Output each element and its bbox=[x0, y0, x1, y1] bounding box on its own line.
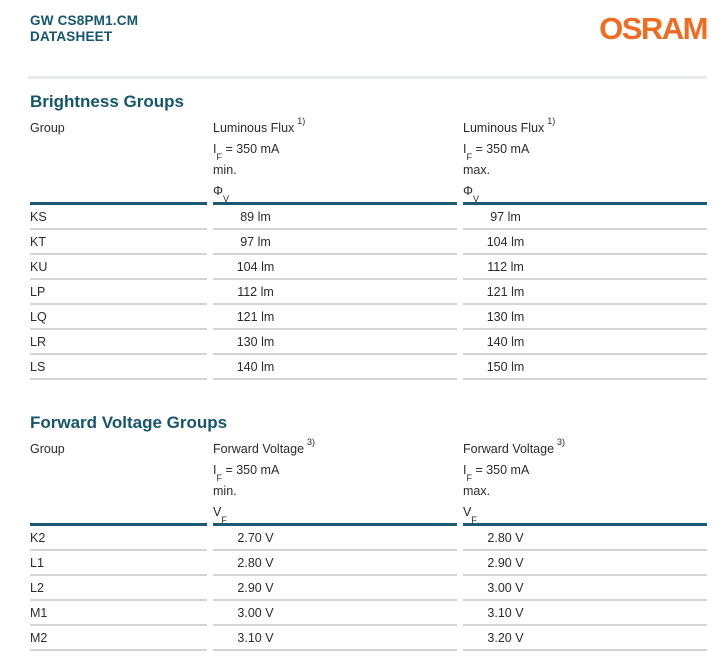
doc-type-label: DATASHEET bbox=[30, 29, 113, 44]
table-row: K2 2.70 V 2.80 V bbox=[30, 526, 707, 551]
group-cell: KU bbox=[30, 255, 207, 280]
min-value-cell: 121 lm bbox=[213, 305, 457, 330]
min-value-cell: 89 lm bbox=[213, 205, 457, 230]
max-value-cell: 104 lm bbox=[463, 230, 707, 255]
column-name: Forward Voltage bbox=[463, 442, 555, 456]
max-value-cell: 140 lm bbox=[463, 330, 707, 355]
luminous-flux-min-column-header: Luminous Flux1) IF = 350 mA min. ΦV bbox=[213, 115, 457, 205]
min-value-cell: 140 lm bbox=[213, 355, 457, 380]
group-cell: LR bbox=[30, 330, 207, 355]
luminous-flux-max-column-header: Luminous Flux1) IF = 350 mA max. ΦV bbox=[463, 115, 707, 205]
test-condition: IF = 350 mA bbox=[213, 463, 280, 483]
table-row: KU 104 lm 112 lm bbox=[30, 255, 707, 280]
brightness-groups-section: Brightness Groups Group Luminous Flux1) … bbox=[30, 92, 707, 380]
max-value-cell: 3.00 V bbox=[463, 576, 707, 601]
forward-voltage-table-header: Group Forward Voltage3) IF = 350 mA min.… bbox=[30, 436, 707, 526]
group-cell: LP bbox=[30, 280, 207, 305]
test-condition: IF = 350 mA bbox=[213, 142, 280, 162]
table-row: M2 3.10 V 3.20 V bbox=[30, 626, 707, 651]
min-value-cell: 130 lm bbox=[213, 330, 457, 355]
table-row: LR 130 lm 140 lm bbox=[30, 330, 707, 355]
min-value-cell: 97 lm bbox=[213, 230, 457, 255]
quantity-symbol: VF bbox=[213, 505, 227, 525]
group-cell: LQ bbox=[30, 305, 207, 330]
min-value-cell: 3.00 V bbox=[213, 601, 457, 626]
page-header: GW CS8PM1.CM DATASHEET OSRAM bbox=[30, 11, 708, 46]
forward-voltage-groups-section: Forward Voltage Groups Group Forward Vol… bbox=[30, 413, 707, 651]
table-row: L1 2.80 V 2.90 V bbox=[30, 551, 707, 576]
group-cell: KS bbox=[30, 205, 207, 230]
bound-label: min. bbox=[213, 484, 237, 498]
test-condition: IF = 350 mA bbox=[463, 463, 530, 483]
quantity-symbol: VF bbox=[463, 505, 477, 525]
footnote-marker: 3) bbox=[307, 436, 316, 447]
max-value-cell: 130 lm bbox=[463, 305, 707, 330]
table-row: KS 89 lm 97 lm bbox=[30, 205, 707, 230]
max-value-cell: 3.10 V bbox=[463, 601, 707, 626]
table-row: L2 2.90 V 3.00 V bbox=[30, 576, 707, 601]
forward-voltage-min-column-header: Forward Voltage3) IF = 350 mA min. VF bbox=[213, 436, 457, 526]
datasheet-page: GW CS8PM1.CM DATASHEET OSRAM Brightness … bbox=[28, 11, 708, 651]
test-condition: IF = 350 mA bbox=[463, 142, 530, 162]
column-name: Forward Voltage bbox=[213, 442, 305, 456]
forward-voltage-max-column-header: Forward Voltage3) IF = 350 mA max. VF bbox=[463, 436, 707, 526]
max-value-cell: 97 lm bbox=[463, 205, 707, 230]
group-column-header: Group bbox=[30, 118, 207, 205]
table-row: KT 97 lm 104 lm bbox=[30, 230, 707, 255]
footnote-marker: 1) bbox=[547, 115, 556, 126]
min-value-cell: 104 lm bbox=[213, 255, 457, 280]
min-value-cell: 2.80 V bbox=[213, 551, 457, 576]
header-divider bbox=[28, 76, 707, 79]
product-block: GW CS8PM1.CM DATASHEET bbox=[30, 13, 138, 45]
group-column-header: Group bbox=[30, 439, 207, 526]
table-row: LS 140 lm 150 lm bbox=[30, 355, 707, 380]
table-row: LP 112 lm 121 lm bbox=[30, 280, 707, 305]
group-cell: L1 bbox=[30, 551, 207, 576]
max-value-cell: 2.80 V bbox=[463, 526, 707, 551]
brightness-table-header: Group Luminous Flux1) IF = 350 mA min. Φ… bbox=[30, 115, 707, 205]
osram-logo: OSRAM bbox=[599, 11, 708, 46]
footnote-marker: 1) bbox=[297, 115, 306, 126]
brightness-section-title: Brightness Groups bbox=[30, 92, 184, 111]
max-value-cell: 121 lm bbox=[463, 280, 707, 305]
quantity-symbol: ΦV bbox=[463, 184, 479, 204]
max-value-cell: 2.90 V bbox=[463, 551, 707, 576]
group-cell: LS bbox=[30, 355, 207, 380]
min-value-cell: 2.70 V bbox=[213, 526, 457, 551]
group-cell: K2 bbox=[30, 526, 207, 551]
forward-voltage-section-title: Forward Voltage Groups bbox=[30, 413, 228, 432]
max-value-cell: 150 lm bbox=[463, 355, 707, 380]
min-value-cell: 112 lm bbox=[213, 280, 457, 305]
min-value-cell: 2.90 V bbox=[213, 576, 457, 601]
column-name: Luminous Flux bbox=[463, 121, 545, 135]
footnote-marker: 3) bbox=[557, 436, 566, 447]
table-row: LQ 121 lm 130 lm bbox=[30, 305, 707, 330]
product-title: GW CS8PM1.CM bbox=[30, 13, 139, 28]
bound-label: max. bbox=[463, 484, 491, 498]
group-cell: L2 bbox=[30, 576, 207, 601]
bound-label: max. bbox=[463, 163, 491, 177]
column-name: Luminous Flux bbox=[213, 121, 295, 135]
group-cell: KT bbox=[30, 230, 207, 255]
quantity-symbol: ΦV bbox=[213, 184, 229, 204]
max-value-cell: 3.20 V bbox=[463, 626, 707, 651]
min-value-cell: 3.10 V bbox=[213, 626, 457, 651]
group-cell: M2 bbox=[30, 626, 207, 651]
max-value-cell: 112 lm bbox=[463, 255, 707, 280]
bound-label: min. bbox=[213, 163, 237, 177]
group-cell: M1 bbox=[30, 601, 207, 626]
table-row: M1 3.00 V 3.10 V bbox=[30, 601, 707, 626]
